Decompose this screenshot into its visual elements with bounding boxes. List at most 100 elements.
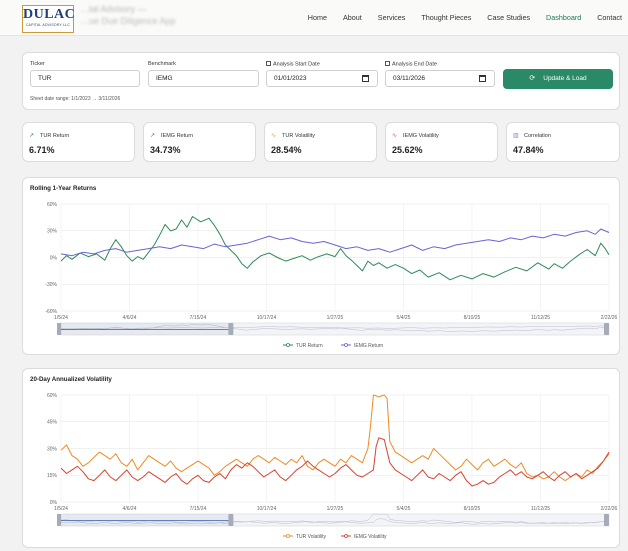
series-line: [60, 437, 610, 487]
blurred-site-title: …tal Advisory —: [80, 4, 147, 14]
zoom-handle-left: [228, 514, 234, 526]
stat-label: Correlation: [524, 133, 551, 139]
rolling-returns-card: Rolling 1-Year Returns 60% 30% 0% -30% -60% 1…: [22, 177, 620, 355]
stat-card-iemg-return: ↗ IEMG Return 34.73%: [143, 122, 256, 162]
legend-label: TUR Return: [296, 343, 323, 349]
x-tick-label: 4/6/24: [123, 506, 137, 512]
stat-label-wrap: ∿ TUR Volatility: [271, 132, 315, 139]
rolling-returns-chart[interactable]: 60% 30% 0% -30% -60%1/5/24 4/6/24 7/15/24 10/17…: [23, 178, 619, 354]
stat-value: 25.62%: [392, 145, 423, 155]
y-tick-label: -60%: [45, 309, 57, 315]
x-tick-label: 1/27/25: [327, 506, 344, 512]
legend-label: TUR Volatility: [296, 534, 327, 540]
zoom-slider-preview: [60, 325, 610, 330]
y-tick-label: 30%: [47, 229, 58, 235]
trend-up-icon: ↗: [150, 133, 156, 139]
nav-about[interactable]: About: [342, 13, 362, 22]
x-tick-label: 11/12/25: [531, 506, 550, 512]
x-tick-label: 1/5/24: [54, 506, 68, 512]
legend-marker: [286, 534, 290, 538]
zoom-handle-start: [57, 323, 61, 335]
x-tick-label: 11/12/25: [531, 315, 550, 321]
zoom-slider-unselected: [61, 323, 231, 335]
nav-dashboard[interactable]: Dashboard: [546, 13, 582, 22]
start-date-value: 01/01/2023: [274, 75, 307, 82]
legend-label: IEMG Volatility: [354, 534, 387, 540]
trend-up-icon: ↗: [29, 133, 35, 139]
end-date-input[interactable]: 03/11/2026: [385, 70, 495, 87]
nav-case-studies[interactable]: Case Studies: [487, 13, 531, 22]
stat-label: TUR Return: [40, 133, 70, 139]
x-tick-label: 10/17/24: [257, 506, 277, 512]
stat-label: IEMG Volatility: [403, 133, 439, 139]
zoom-slider-preview: [60, 513, 610, 524]
update-load-button[interactable]: ⟳ Update & Load: [503, 69, 613, 89]
analysis-controls: Ticker TUR Benchmark IEMG Analysis Start…: [22, 52, 620, 110]
blurred-site-subtitle: …ue Due Diligence App: [80, 16, 176, 26]
stat-card-correlation: ▥ Correlation 47.84%: [506, 122, 620, 162]
logo-tagline: CAPITAL ADVISORY LLC: [25, 23, 71, 27]
stat-card-iemg-volatility: ∿ IEMG Volatility 25.62%: [385, 122, 498, 162]
y-tick-label: 0%: [50, 500, 58, 506]
stat-value: 6.71%: [29, 145, 55, 155]
zoom-handle-right: [604, 323, 609, 335]
start-date-label: Analysis Start Date: [266, 61, 320, 68]
stat-label: IEMG Return: [161, 133, 194, 139]
start-date-input[interactable]: 01/01/2023: [266, 70, 378, 87]
stat-card-tur-volatility: ∿ TUR Volatility 28.54%: [264, 122, 377, 162]
stat-label-wrap: ∿ IEMG Volatility: [392, 132, 439, 139]
volatility-chart[interactable]: 60% 45% 30% 15% 0%1/5/24 4/6/24 7/15/24 10/17/2…: [23, 369, 619, 547]
refresh-icon: ⟳: [529, 75, 536, 82]
stat-value: 47.84%: [513, 145, 544, 155]
y-tick-label: 45%: [47, 420, 58, 426]
calendar-picker-icon[interactable]: [479, 75, 486, 82]
y-tick-label: 15%: [47, 473, 58, 479]
chart-title: Rolling 1-Year Returns: [30, 185, 97, 192]
nav-contact[interactable]: Contact: [597, 13, 622, 22]
legend-marker: [344, 534, 348, 538]
y-tick-label: 60%: [47, 202, 58, 208]
x-tick-label: 5/4/25: [397, 315, 411, 321]
nav-home[interactable]: Home: [307, 13, 327, 22]
x-tick-label: 2/22/26: [601, 315, 618, 321]
update-load-label: Update & Load: [543, 75, 587, 82]
zoom-slider-preview: [60, 324, 610, 332]
pulse-icon: ∿: [271, 133, 277, 139]
legend-label: IEMG Return: [354, 343, 383, 349]
calendar-picker-icon[interactable]: [362, 75, 369, 82]
series-line: [60, 228, 610, 257]
logo-wordmark: DULAC: [23, 7, 76, 22]
series-line: [60, 216, 610, 281]
x-tick-label: 7/15/24: [190, 315, 207, 321]
company-logo[interactable]: DULAC CAPITAL ADVISORY LLC: [22, 5, 76, 33]
calendar-icon: [266, 61, 271, 66]
zoom-slider-preview: [60, 518, 610, 525]
zoom-handle-left: [228, 323, 234, 335]
x-tick-label: 5/4/25: [397, 506, 411, 512]
x-tick-label: 8/10/25: [464, 506, 481, 512]
stat-label-wrap: ↗ IEMG Return: [150, 132, 193, 139]
bar-chart-icon: ▥: [513, 133, 519, 139]
x-tick-label: 8/10/25: [464, 315, 481, 321]
stat-label-wrap: ▥ Correlation: [513, 132, 551, 139]
end-date-label: Analysis End Date: [385, 61, 437, 68]
ticker-input[interactable]: TUR: [30, 70, 140, 87]
x-tick-label: 4/6/24: [123, 315, 137, 321]
x-tick-label: 10/17/24: [257, 315, 277, 321]
chart-title: 20-Day Annualized Volatility: [30, 376, 112, 383]
nav-services[interactable]: Services: [377, 13, 406, 22]
sheet-date-range-note: Sheet date range: 1/1/2023 → 3/11/2026: [30, 96, 121, 102]
benchmark-label: Benchmark: [148, 61, 176, 67]
y-tick-label: 30%: [47, 446, 58, 452]
series-line: [60, 394, 610, 482]
y-tick-label: -30%: [45, 282, 57, 288]
x-tick-label: 1/27/25: [327, 315, 344, 321]
stat-label: TUR Volatility: [282, 133, 316, 139]
end-date-label-text: Analysis End Date: [392, 61, 437, 68]
legend-marker: [344, 343, 348, 347]
zoom-handle-right: [604, 514, 609, 526]
x-tick-label: 7/15/24: [190, 506, 207, 512]
benchmark-input[interactable]: IEMG: [148, 70, 259, 87]
nav-thought-pieces[interactable]: Thought Pieces: [421, 13, 472, 22]
y-tick-label: 60%: [47, 393, 58, 399]
